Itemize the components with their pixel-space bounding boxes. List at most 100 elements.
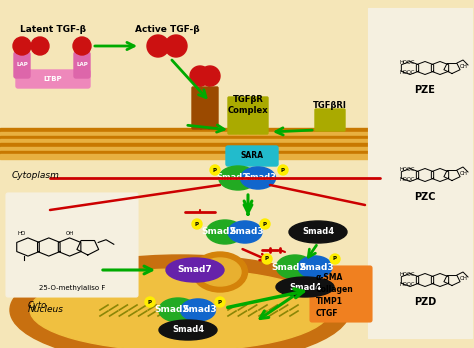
Text: SARA: SARA: [240, 151, 264, 160]
FancyBboxPatch shape: [6, 193, 138, 297]
Circle shape: [190, 66, 210, 86]
FancyBboxPatch shape: [238, 97, 248, 134]
Text: Smad4: Smad4: [172, 325, 204, 334]
Circle shape: [145, 297, 155, 307]
Text: P: P: [281, 167, 285, 173]
Text: HO: HO: [18, 231, 26, 236]
Ellipse shape: [192, 252, 247, 292]
Ellipse shape: [240, 167, 275, 189]
Text: HOOC: HOOC: [400, 282, 416, 287]
Ellipse shape: [159, 320, 217, 340]
Bar: [0, 143, 370, 147]
Circle shape: [260, 219, 270, 229]
Text: CTGF: CTGF: [316, 309, 338, 318]
Text: HOOC: HOOC: [400, 167, 416, 172]
Text: PZC: PZC: [414, 192, 436, 202]
Text: LTBP: LTBP: [44, 76, 62, 82]
Text: 25-O-methylaliso F: 25-O-methylaliso F: [39, 285, 105, 291]
Text: Smad3: Smad3: [244, 174, 276, 182]
Ellipse shape: [159, 298, 197, 322]
Text: α-SMA: α-SMA: [316, 274, 343, 283]
Circle shape: [13, 37, 31, 55]
Ellipse shape: [206, 220, 244, 244]
FancyBboxPatch shape: [208, 87, 218, 129]
Text: Smad2: Smad2: [155, 306, 189, 315]
Text: Cytoplasm: Cytoplasm: [12, 171, 60, 180]
Text: Active TGF-β: Active TGF-β: [135, 25, 199, 34]
Circle shape: [192, 219, 202, 229]
Ellipse shape: [276, 277, 334, 297]
FancyBboxPatch shape: [16, 70, 90, 88]
Text: PZE: PZE: [415, 85, 436, 95]
Text: P: P: [265, 256, 269, 261]
Ellipse shape: [219, 166, 257, 190]
Text: Latent TGF-β: Latent TGF-β: [20, 25, 86, 34]
Text: Smad2: Smad2: [202, 228, 237, 237]
Bar: [0, 154, 370, 158]
FancyBboxPatch shape: [310, 266, 372, 322]
Text: OH: OH: [65, 231, 74, 236]
Ellipse shape: [166, 258, 224, 282]
Text: P: P: [263, 221, 267, 227]
Ellipse shape: [30, 269, 330, 348]
FancyBboxPatch shape: [368, 8, 472, 338]
Text: P: P: [213, 167, 217, 173]
FancyBboxPatch shape: [14, 52, 30, 78]
Ellipse shape: [228, 221, 262, 243]
Text: Smad4: Smad4: [302, 228, 334, 237]
Text: OH: OH: [460, 276, 468, 281]
Text: Smad2: Smad2: [216, 174, 248, 182]
Circle shape: [262, 254, 272, 264]
FancyBboxPatch shape: [74, 52, 90, 78]
Text: Smad3: Smad3: [300, 262, 334, 271]
Bar: [0, 150, 370, 155]
Text: TGFβR
Complex: TGFβR Complex: [228, 95, 268, 115]
Circle shape: [165, 35, 187, 57]
Text: Smad3: Smad3: [230, 228, 264, 237]
FancyBboxPatch shape: [228, 97, 238, 134]
Text: Smad2: Smad2: [272, 262, 306, 271]
Circle shape: [147, 35, 169, 57]
Ellipse shape: [181, 299, 216, 321]
Text: P: P: [148, 300, 152, 304]
FancyBboxPatch shape: [200, 87, 210, 129]
FancyBboxPatch shape: [226, 146, 278, 166]
Text: Smad4: Smad4: [289, 283, 321, 292]
FancyBboxPatch shape: [315, 109, 325, 131]
Circle shape: [73, 37, 91, 55]
Text: HOOC: HOOC: [400, 272, 416, 277]
FancyBboxPatch shape: [248, 97, 258, 134]
Text: Nucleus: Nucleus: [28, 306, 64, 315]
Text: TGFβRI: TGFβRI: [313, 101, 347, 110]
Bar: [0, 139, 370, 143]
Text: HOOC: HOOC: [400, 60, 416, 65]
FancyBboxPatch shape: [335, 109, 345, 131]
Bar: [0, 128, 370, 132]
Text: Collagen: Collagen: [316, 285, 354, 294]
Circle shape: [31, 37, 49, 55]
Text: LAP: LAP: [76, 63, 88, 68]
Text: P: P: [195, 221, 199, 227]
Ellipse shape: [289, 221, 347, 243]
Text: PZD: PZD: [414, 297, 436, 307]
FancyBboxPatch shape: [258, 97, 268, 134]
Text: OH: OH: [460, 64, 468, 69]
Ellipse shape: [10, 255, 350, 348]
Text: Smad3: Smad3: [182, 306, 217, 315]
Text: P: P: [333, 256, 337, 261]
Text: P: P: [218, 300, 222, 304]
Circle shape: [210, 165, 220, 175]
Bar: [0, 132, 370, 136]
Circle shape: [215, 297, 225, 307]
Ellipse shape: [276, 255, 314, 279]
Text: Smad7: Smad7: [178, 266, 212, 275]
Ellipse shape: [298, 256, 332, 278]
Text: TIMP1: TIMP1: [316, 298, 343, 307]
Ellipse shape: [199, 258, 241, 286]
FancyBboxPatch shape: [192, 87, 202, 129]
Text: HOOC: HOOC: [400, 70, 416, 75]
Circle shape: [200, 66, 220, 86]
FancyBboxPatch shape: [325, 109, 335, 131]
Circle shape: [278, 165, 288, 175]
Circle shape: [330, 254, 340, 264]
